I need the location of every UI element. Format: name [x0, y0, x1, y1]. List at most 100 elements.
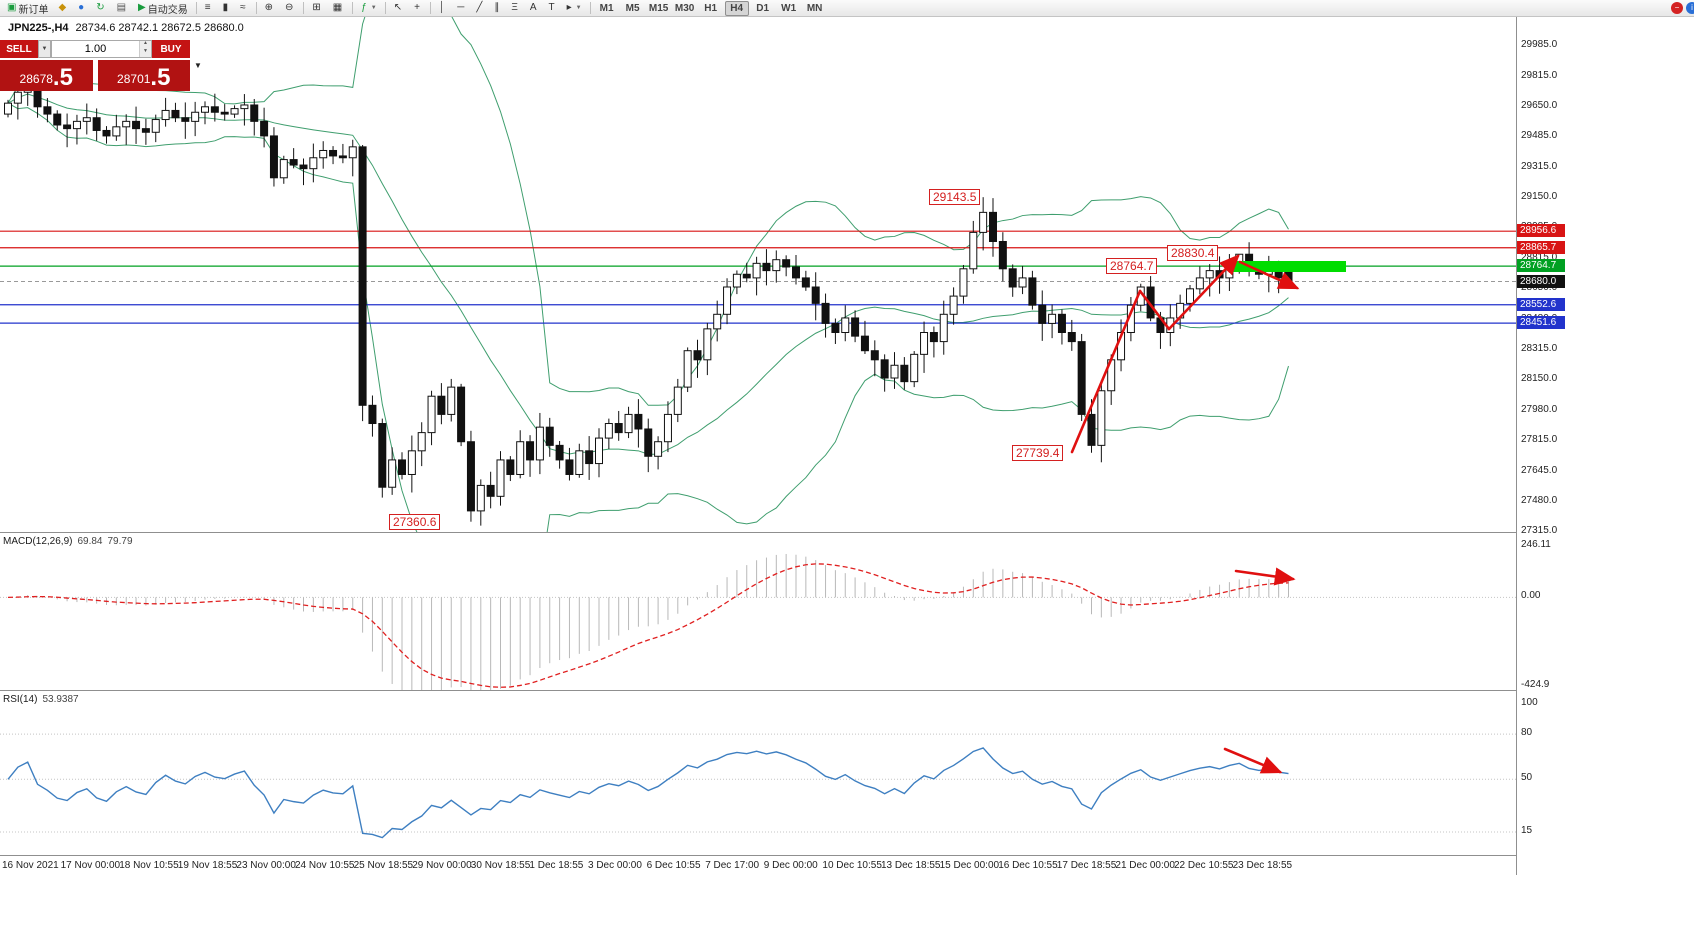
price-axis-tick: 27645.0 [1521, 464, 1558, 476]
bar-chart-button[interactable]: ≡ [201, 1, 217, 16]
arrange-windows-button[interactable]: ▦ [329, 1, 348, 16]
rsi-name: RSI(14) [3, 694, 38, 705]
timeframe-mn-button[interactable]: MN [803, 1, 827, 16]
price-axis-tick: 27480.0 [1521, 494, 1558, 506]
time-axis-label: 10 Dec 10:55 [822, 860, 882, 871]
price-callout[interactable]: 28764.7 [1106, 258, 1158, 274]
trade-panel-collapse-icon[interactable]: ▼ [194, 61, 202, 70]
accounts-icon: ● [78, 2, 85, 13]
line-chart-button[interactable]: ≈ [236, 1, 252, 16]
time-axis-label: 16 Nov 2021 [2, 860, 59, 871]
time-axis-label: 3 Dec 00:00 [588, 860, 642, 871]
cursor-button[interactable]: ↖ [390, 1, 408, 16]
new-order-icon: ▣ [7, 2, 17, 13]
candlestick-chart-button[interactable]: ▮ [219, 1, 235, 16]
timeframe-m15-button[interactable]: M15 [647, 1, 671, 16]
volume-dropdown-button[interactable]: ▼ [38, 40, 51, 58]
time-axis-label: 17 Dec 18:55 [1056, 860, 1117, 871]
timeframe-m5-button[interactable]: M5 [621, 1, 645, 16]
sell-button[interactable]: SELL [0, 40, 38, 58]
buy-button[interactable]: BUY [152, 40, 190, 58]
price-axis-badge: 28956.6 [1517, 224, 1565, 238]
notification-badge-icon[interactable]: − [1671, 2, 1683, 14]
buy-price-display[interactable]: 28701.5 [97, 60, 190, 91]
price-axis-tick: 29985.0 [1521, 39, 1558, 50]
timeframe-w1-button[interactable]: W1 [777, 1, 801, 16]
timeframe-h1-button[interactable]: H1 [699, 1, 723, 16]
time-axis-label: 9 Dec 00:00 [763, 860, 818, 871]
sell-price-display[interactable]: 28678.5 [0, 60, 93, 91]
price-callout[interactable]: 28830.4 [1167, 245, 1219, 261]
text-tool-button[interactable]: A [526, 1, 543, 16]
price-axis-badge: 28451.6 [1517, 316, 1565, 330]
rsi-value: 53.9387 [42, 694, 79, 705]
auto-trading-icon: ▶ [138, 2, 146, 13]
vertical-line-icon: │ [438, 2, 446, 13]
chevron-down-icon: ▼ [370, 5, 377, 11]
volume-up-button[interactable]: ▲ [140, 41, 151, 49]
vertical-line-button[interactable]: │ [435, 1, 451, 16]
horizontal-line-button[interactable]: ─ [453, 1, 470, 16]
time-axis-label: 30 Nov 18:55 [470, 860, 531, 871]
indicators-button[interactable]: ƒ ▼ [357, 1, 381, 16]
price-callout[interactable]: 29143.5 [929, 189, 981, 205]
shapes-icon: ▸ [566, 2, 572, 13]
macd-canvas[interactable] [0, 533, 1516, 691]
price-callout[interactable]: 27360.6 [389, 514, 441, 530]
macd-axis-tick: 246.11 [1521, 539, 1551, 550]
symbol-timeframe-label: JPN225-,H4 [8, 22, 69, 34]
time-axis: 16 Nov 2021 17 Nov 00:00 18 Nov 10:55 19 No… [0, 855, 1516, 876]
auto-trading-button[interactable]: ▶ 自动交易 [134, 1, 192, 16]
price-axis-tick: 29315.0 [1521, 160, 1558, 172]
toolbar-separator [352, 2, 354, 14]
new-order-button[interactable]: ▣ 新订单 [3, 1, 52, 16]
channel-button[interactable]: ∥ [490, 1, 505, 16]
price-axis-tick: 29485.0 [1521, 130, 1558, 141]
main-toolbar: ▣ 新订单 ◆ ● ↻ ▤ ▶ 自动交易 ≡ ▮ ≈ ⊕ ⊖ ⊞ ▦ ƒ ▼ ↖… [0, 0, 1694, 17]
label-tool-button[interactable]: T [545, 1, 561, 16]
toolbar-separator [195, 2, 197, 14]
refresh-button[interactable]: ↻ [92, 1, 110, 16]
price-axis-tick: 28315.0 [1521, 342, 1558, 354]
toolbar-separator [429, 2, 431, 14]
time-axis-label: 16 Dec 10:55 [998, 860, 1058, 871]
timeframe-m1-button[interactable]: M1 [595, 1, 619, 16]
rsi-canvas[interactable] [0, 691, 1516, 856]
volume-input[interactable] [52, 41, 139, 57]
timeframe-d1-button[interactable]: D1 [751, 1, 775, 16]
chart-title: JPN225-,H4 28734.6 28742.1 28672.5 28680.… [8, 22, 244, 34]
main-chart-canvas[interactable] [0, 17, 1516, 532]
zoom-out-button[interactable]: ⊖ [281, 1, 299, 16]
timeframe-h4-button[interactable]: H4 [724, 0, 749, 16]
market-watch-button[interactable]: ◆ [54, 1, 72, 16]
price-axis-badge: 28764.7 [1517, 259, 1565, 273]
rsi-axis-tick: 50 [1521, 772, 1533, 784]
fibonacci-button[interactable]: Ξ [507, 1, 524, 16]
volume-down-button[interactable]: ▼ [140, 49, 151, 57]
timeframe-m30-button[interactable]: M30 [673, 1, 697, 16]
macd-value-main: 69.84 [77, 536, 103, 547]
sell-price-pips: .5 [52, 64, 73, 91]
price-axis-tick: 28150.0 [1521, 373, 1558, 384]
channel-icon: ∥ [494, 2, 500, 13]
crosshair-button[interactable]: + [410, 1, 426, 16]
zoom-in-button[interactable]: ⊕ [261, 1, 279, 16]
shapes-button[interactable]: ▸ ▼ [563, 1, 586, 16]
accounts-button[interactable]: ● [74, 1, 90, 16]
label-tool-icon: T [548, 2, 555, 13]
tile-windows-button[interactable]: ⊞ [308, 1, 326, 16]
trendline-button[interactable]: ╱ [472, 1, 488, 16]
sell-price-main: 28678 [19, 72, 53, 86]
charts-button[interactable]: ▤ [113, 1, 132, 16]
price-callout[interactable]: 27739.4 [1012, 445, 1064, 461]
charts-icon: ▤ [116, 2, 127, 13]
community-badge-icon[interactable]: i [1686, 2, 1694, 14]
macd-name: MACD(12,26,9) [3, 536, 73, 547]
time-axis-label: 22 Dec 10:55 [1174, 860, 1234, 871]
buy-price-pips: .5 [150, 64, 171, 91]
horizontal-line-icon: ─ [457, 2, 465, 13]
toolbar-separator [384, 2, 386, 14]
time-axis-label: 25 Nov 18:55 [353, 860, 414, 871]
time-axis-label: 1 Dec 18:55 [529, 860, 584, 871]
line-chart-icon: ≈ [240, 2, 246, 13]
